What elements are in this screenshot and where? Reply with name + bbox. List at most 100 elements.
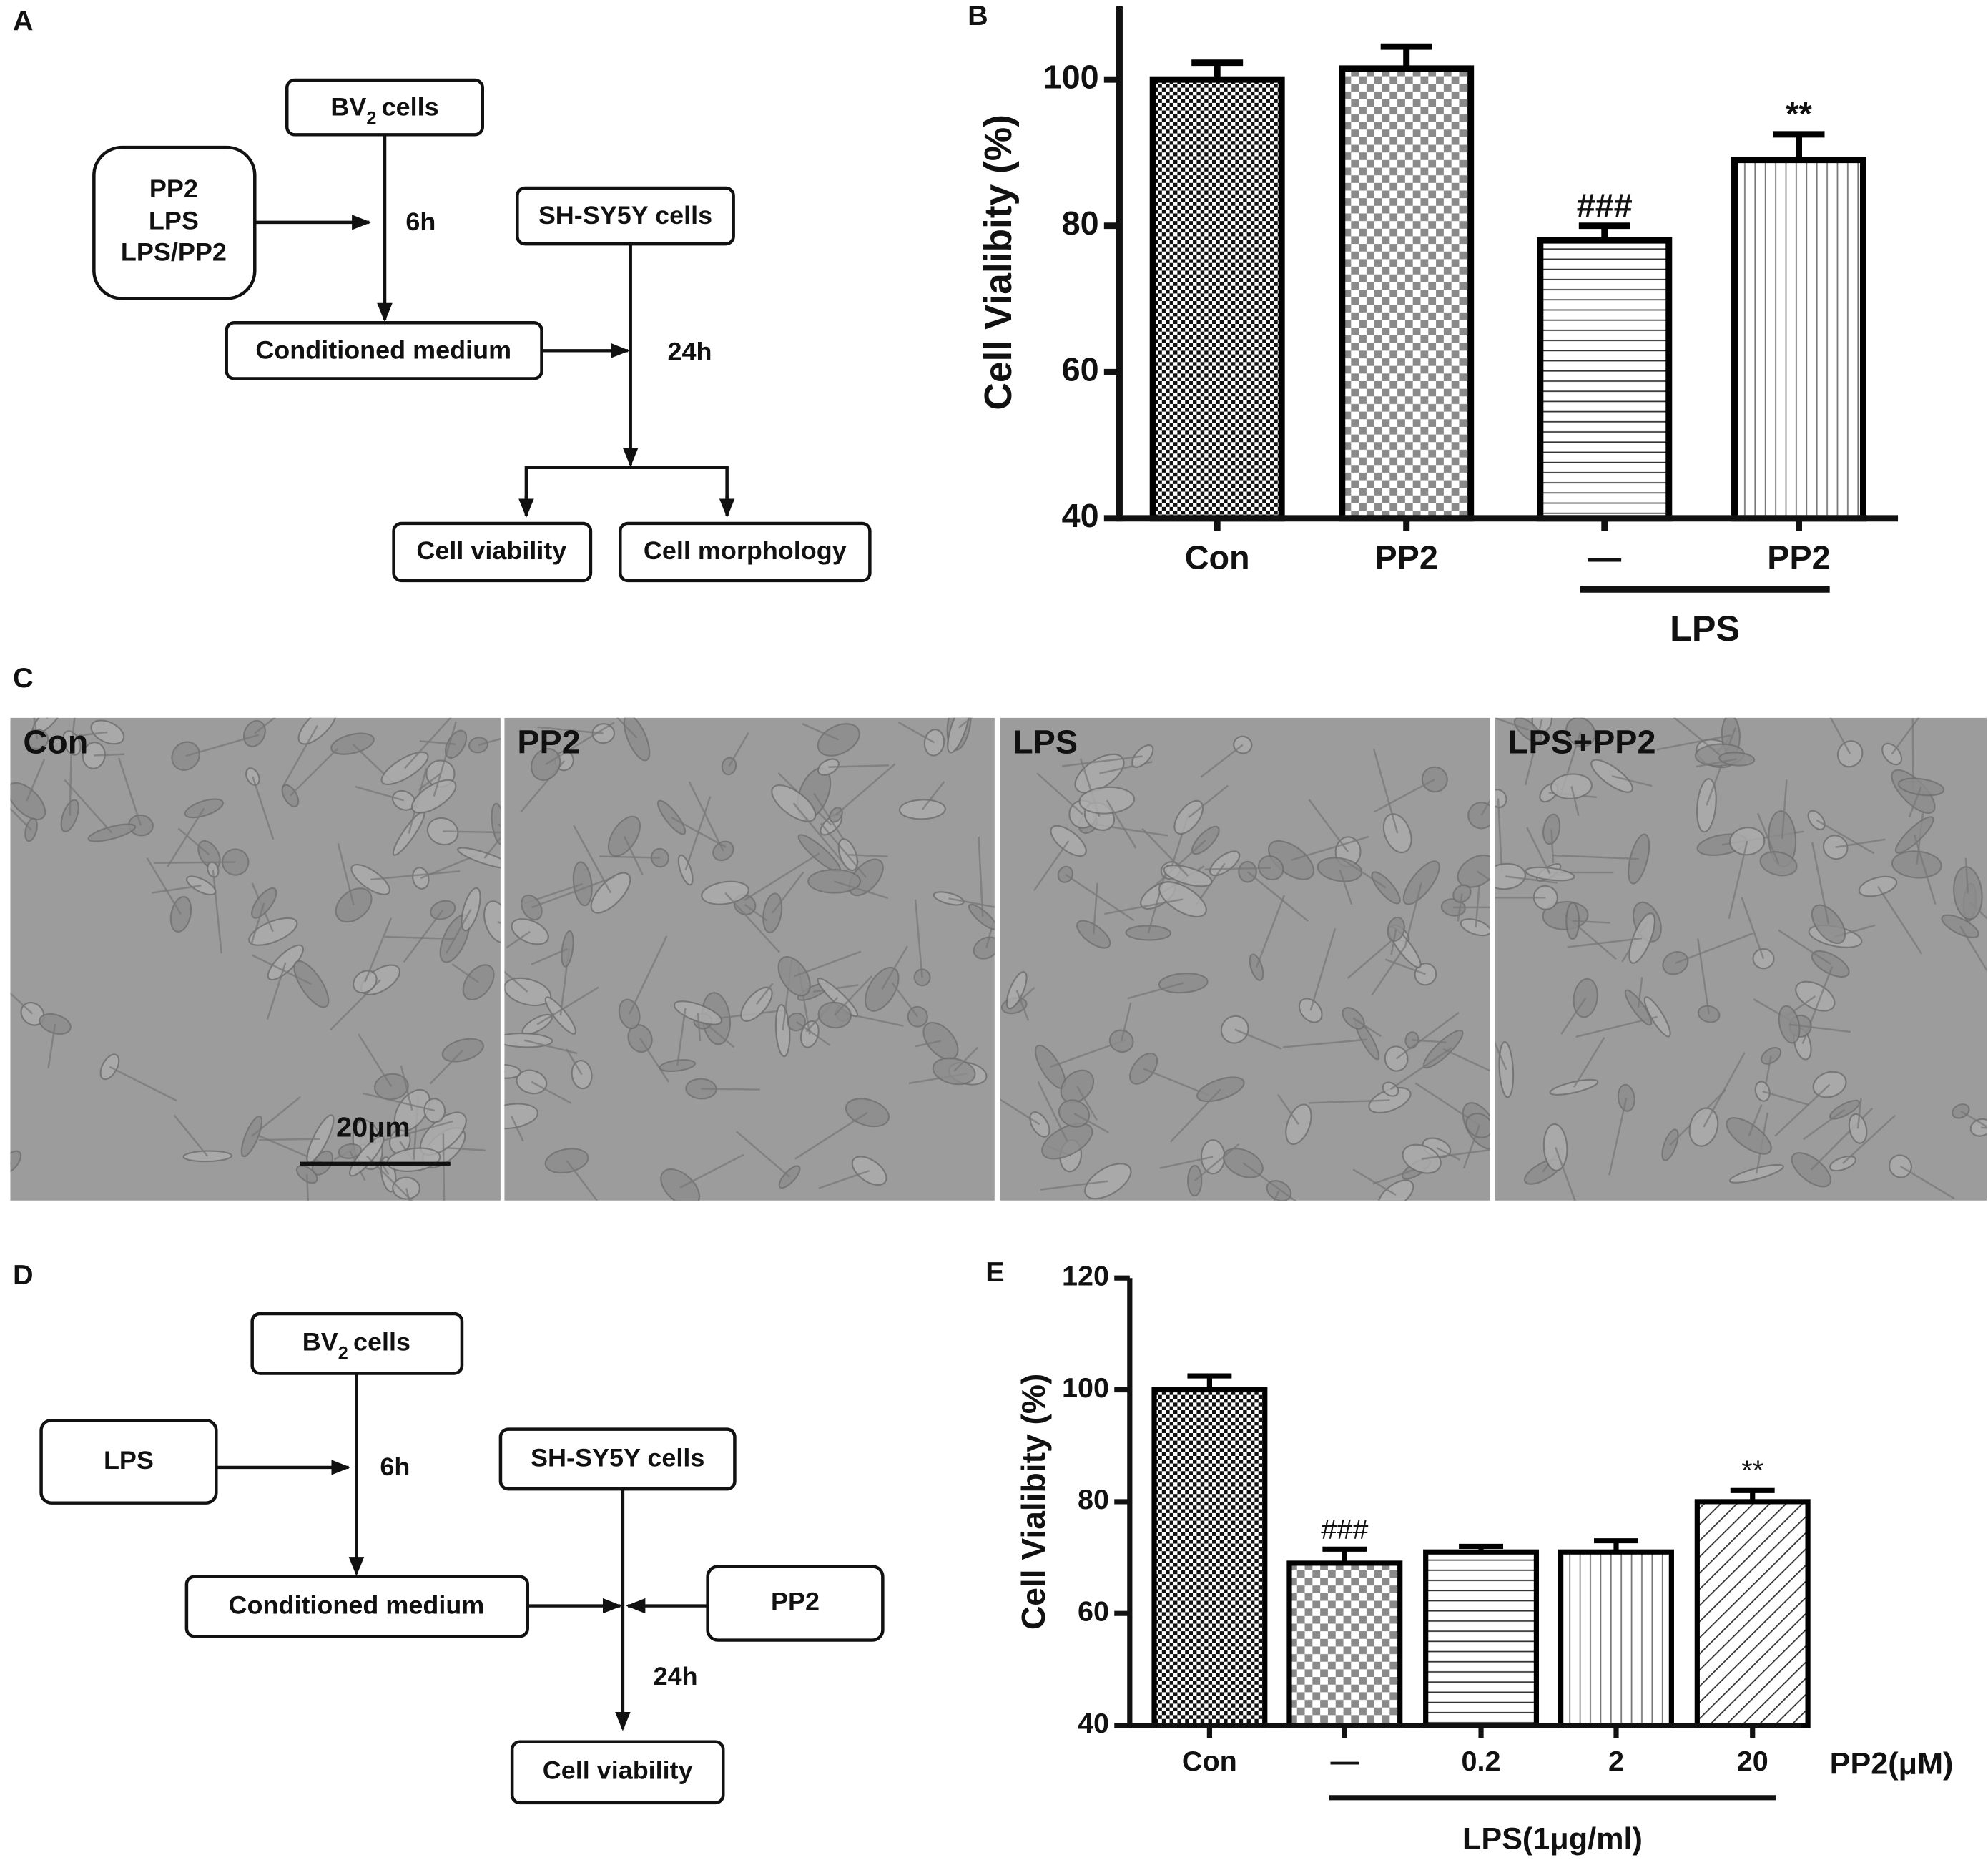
bar: [1423, 1549, 1540, 1728]
cell-texture: [1036, 772, 1083, 815]
cell-texture: [1675, 932, 1753, 964]
bar: [1339, 65, 1475, 522]
cell-texture: [1308, 799, 1349, 852]
node: [392, 521, 593, 583]
cell-texture: [177, 827, 210, 856]
cell-texture: [266, 962, 287, 1020]
y-axis-label: Cell Vialibity (%): [1015, 1374, 1052, 1630]
x-tick-label: —: [1331, 1746, 1359, 1777]
label-part: 2: [366, 108, 376, 128]
cell-texture: [1309, 1099, 1390, 1104]
cell-texture: [536, 986, 599, 1025]
cell-texture: [1352, 1168, 1397, 1196]
cell-texture: [1560, 997, 1587, 1035]
cell-texture: [173, 1114, 209, 1157]
cell-texture: [71, 717, 76, 744]
bar: [1558, 1549, 1674, 1728]
cell-texture: [1567, 937, 1643, 948]
x-tick-label: —: [1588, 539, 1621, 576]
cell-texture: [1570, 786, 1580, 816]
cell-texture: [64, 779, 113, 834]
diagram-a: A BV2 cells PP2 LPS LPS/PP2 SH-SY5Y cells…: [13, 6, 872, 583]
cell-texture: [531, 876, 615, 909]
node-label: SH-SY5Y cells: [538, 201, 712, 230]
cell-texture: [297, 717, 338, 745]
cell-texture: [1608, 1098, 1628, 1176]
connector: [524, 466, 729, 515]
cell-texture: [565, 1048, 583, 1076]
cell-texture: [794, 1111, 868, 1160]
panel-label: A: [13, 6, 34, 37]
node: [498, 1427, 737, 1491]
micrographs: C Con PP2 LPS LPS+PP2 20μm: [10, 662, 1987, 1201]
edge-label: 6h: [405, 207, 436, 236]
node-label: LPS: [149, 206, 199, 235]
cell-texture: [483, 836, 501, 859]
cell-texture: [443, 830, 501, 834]
cell-texture: [1196, 1076, 1245, 1103]
cell-texture: [1442, 1048, 1490, 1072]
cell-texture: [948, 897, 995, 908]
cell-texture: [1573, 1037, 1605, 1088]
node-label: Cell viability: [543, 1756, 693, 1785]
cell-texture: [1467, 802, 1490, 830]
cell-texture: [1159, 1156, 1214, 1169]
cell-texture: [506, 930, 531, 949]
node-label: LPS: [104, 1446, 154, 1475]
micrograph: [1495, 717, 1987, 1201]
cell-texture: [1220, 1015, 1249, 1044]
cell-texture: [834, 975, 873, 1016]
cell-texture: [254, 717, 276, 734]
cell-texture: [252, 776, 275, 840]
panel-label: C: [13, 662, 34, 694]
cell-texture: [451, 963, 479, 983]
cell-texture: [1696, 758, 1737, 768]
cell-texture: [60, 799, 79, 832]
cell-texture: [1532, 885, 1558, 910]
cell-texture: [154, 861, 236, 865]
cell-texture: [1187, 1164, 1203, 1197]
cell-texture: [1200, 744, 1244, 778]
cell-texture: [1829, 1155, 1857, 1172]
cell-texture: [1037, 1081, 1068, 1142]
cell-texture: [684, 796, 712, 871]
cell-texture: [1291, 835, 1369, 862]
cell-texture: [531, 948, 569, 965]
cell-texture: [1526, 827, 1551, 875]
cell-texture: [1781, 779, 1788, 840]
cell-texture: [1816, 819, 1875, 855]
cell-texture: [897, 721, 935, 744]
significance-label: ###: [1321, 1514, 1368, 1545]
cell-texture: [792, 802, 846, 866]
node-label: BV2 cells: [330, 93, 438, 128]
cell-texture: [1104, 898, 1184, 915]
cell-texture: [185, 734, 260, 757]
cell-texture: [404, 717, 452, 769]
cell-texture: [24, 817, 38, 842]
cell-texture: [802, 722, 840, 741]
cell-texture: [1371, 946, 1406, 996]
cell-texture: [1373, 778, 1435, 813]
cell-texture: [250, 902, 265, 943]
cell-texture: [1812, 1071, 1847, 1098]
cell-texture: [1015, 990, 1030, 1021]
x-axis-label: PP2(μM): [1830, 1747, 1954, 1781]
cell-texture: [33, 717, 39, 739]
label-part: cells: [353, 1328, 410, 1357]
cell-texture: [1688, 1107, 1719, 1147]
cell-texture: [1033, 840, 1070, 892]
cell-texture: [1457, 893, 1463, 922]
cell-texture: [914, 899, 923, 978]
node-label: Cell viability: [416, 536, 566, 565]
micrograph: [10, 717, 501, 1201]
cell-texture: [777, 956, 811, 997]
significance-label: **: [1741, 1455, 1763, 1487]
cell-texture: [521, 894, 543, 921]
x-tick-label: PP2: [1374, 539, 1437, 576]
cell-texture: [573, 825, 612, 894]
cell-texture: [537, 726, 604, 734]
y-axis-label: Cell Vialibity (%): [977, 114, 1020, 410]
cell-texture: [1807, 810, 1826, 830]
cell-texture: [796, 1021, 831, 1046]
cell-texture: [433, 721, 457, 797]
